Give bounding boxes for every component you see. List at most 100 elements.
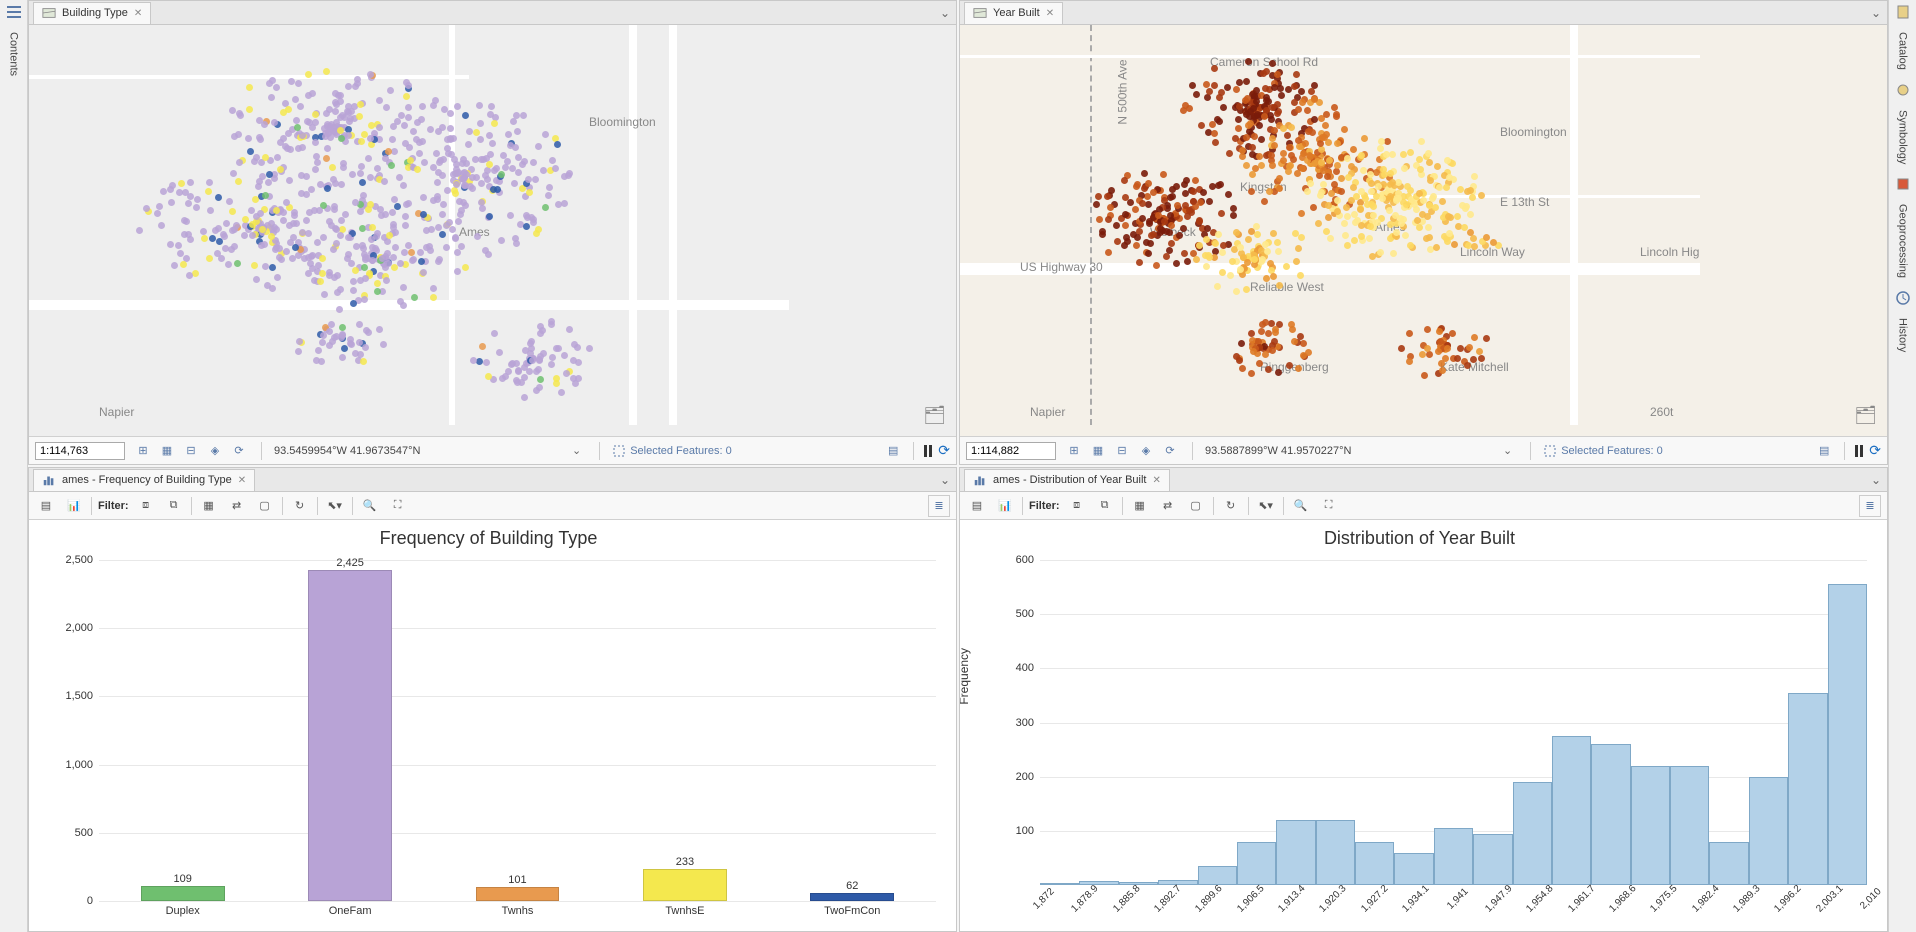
zoom-icon[interactable]: 🔍: [359, 495, 381, 517]
properties-icon[interactable]: ▤: [35, 495, 57, 517]
contents-panel[interactable]: Contents: [0, 0, 28, 932]
y-axis: 05001,0001,5002,0002,500: [49, 560, 97, 901]
geoprocessing-icon: [1895, 176, 1911, 192]
chevron-down-icon[interactable]: ⌄: [1871, 473, 1881, 487]
select-tool-icon[interactable]: ⬉▾: [324, 495, 346, 517]
map-icon: [973, 6, 987, 20]
close-icon[interactable]: ✕: [1152, 475, 1160, 486]
close-icon[interactable]: ✕: [1046, 8, 1054, 19]
x-axis: 1,8721,878.91,885.81,892.71,899.61,906.5…: [1040, 889, 1867, 929]
refresh-icon[interactable]: ⟳: [938, 442, 950, 459]
catalog-tab[interactable]: Catalog: [1893, 24, 1913, 78]
symbology-tab[interactable]: Symbology: [1893, 102, 1913, 172]
refresh-icon[interactable]: ⟳: [1869, 442, 1881, 459]
zoom-icon[interactable]: 🔍: [1290, 495, 1312, 517]
legend-icon[interactable]: ≣: [928, 495, 950, 517]
selection-icon: [612, 444, 626, 458]
clear-icon[interactable]: ▢: [1185, 495, 1207, 517]
constraint-icons: ⊞ ▦ ⊟ ◈ ⟳: [133, 441, 249, 461]
chevron-down-icon[interactable]: ⌄: [940, 473, 950, 487]
history-tab[interactable]: History: [1893, 310, 1913, 360]
close-icon[interactable]: ✕: [238, 475, 246, 486]
chevron-down-icon[interactable]: ⌄: [1871, 6, 1881, 20]
clear-icon[interactable]: ▢: [254, 495, 276, 517]
chart-toolbar: ▤ 📊 Filter: ⧈ ⧉ ▦ ⇄ ▢ ↻ ⬉▾ 🔍 ⛶ ≣: [29, 492, 956, 520]
filter-extent-icon[interactable]: ⧈: [1066, 495, 1088, 517]
table-icon[interactable]: ▦: [1129, 495, 1151, 517]
chart-title: Frequency of Building Type: [37, 528, 940, 549]
full-extent-icon[interactable]: ⛶: [387, 495, 409, 517]
constraint-icons: ⊞ ▦ ⊟ ◈ ⟳: [1064, 441, 1180, 461]
list-icon[interactable]: ▤: [1814, 441, 1834, 461]
tab-bar-chart[interactable]: ames - Frequency of Building Type ✕: [33, 469, 255, 491]
rotate-icon[interactable]: ↻: [289, 495, 311, 517]
grid-icon[interactable]: ⊞: [1064, 441, 1084, 461]
right-dock[interactable]: Catalog Symbology Geoprocessing History: [1888, 0, 1916, 932]
coordinates: 93.5459954°W 41.9673547°N: [274, 445, 420, 457]
swap-icon[interactable]: ⇄: [1157, 495, 1179, 517]
coord-menu-icon[interactable]: ⌄: [572, 444, 581, 457]
correction-icon[interactable]: ⊟: [181, 441, 201, 461]
tab-year-built[interactable]: Year Built ✕: [964, 2, 1063, 24]
grid-icon[interactable]: ⊞: [133, 441, 153, 461]
full-extent-icon[interactable]: ⛶: [1318, 495, 1340, 517]
filter-selection-icon[interactable]: ⧉: [1094, 495, 1116, 517]
x-axis: DuplexOneFamTwnhsTwnhsETwoFmCon: [99, 905, 936, 927]
chart-panel-building-type: ames - Frequency of Building Type ✕ ⌄ ▤ …: [28, 467, 957, 932]
swap-icon[interactable]: ⇄: [226, 495, 248, 517]
dynamic-icon[interactable]: ⟳: [1160, 441, 1180, 461]
map-view-left[interactable]: BloomingtonAmesNapier🗂: [29, 25, 956, 436]
table-icon[interactable]: ▦: [198, 495, 220, 517]
tab-strip: ames - Frequency of Building Type ✕ ⌄: [29, 468, 956, 492]
snap-icon[interactable]: ▦: [157, 441, 177, 461]
catalog-icon: [1895, 4, 1911, 20]
filter-selection-icon[interactable]: ⧉: [163, 495, 185, 517]
chart-type-icon[interactable]: 📊: [994, 495, 1016, 517]
pause-icon[interactable]: [924, 445, 932, 457]
close-icon[interactable]: ✕: [134, 8, 142, 19]
map-panel-year-built: Year Built ✕ ⌄ Cameron School RdBlooming…: [959, 0, 1888, 465]
tab-label: ames - Frequency of Building Type: [62, 474, 232, 486]
filter-label: Filter:: [98, 500, 129, 512]
selection-icon: [1543, 444, 1557, 458]
selected-features[interactable]: Selected Features: 0: [1543, 444, 1663, 458]
contents-tab[interactable]: Contents: [4, 24, 24, 84]
main-grid: Building Type ✕ ⌄ BloomingtonAmesNapier🗂…: [28, 0, 1888, 932]
coord-menu-icon[interactable]: ⌄: [1503, 444, 1512, 457]
filter-extent-icon[interactable]: ⧈: [135, 495, 157, 517]
coordinates: 93.5887899°W 41.9570227°N: [1205, 445, 1351, 457]
legend-icon[interactable]: ≣: [1859, 495, 1881, 517]
inference-icon[interactable]: ◈: [205, 441, 225, 461]
contents-icon: [6, 4, 22, 20]
pause-icon[interactable]: [1855, 445, 1863, 457]
dynamic-icon[interactable]: ⟳: [229, 441, 249, 461]
list-icon[interactable]: ▤: [883, 441, 903, 461]
symbology-icon: [1895, 82, 1911, 98]
chart-type-icon[interactable]: 📊: [63, 495, 85, 517]
chevron-down-icon[interactable]: ⌄: [940, 6, 950, 20]
y-axis: 100200300400500600: [990, 560, 1038, 885]
chart-toolbar: ▤ 📊 Filter: ⧈ ⧉ ▦ ⇄ ▢ ↻ ⬉▾ 🔍 ⛶ ≣: [960, 492, 1887, 520]
map-view-right[interactable]: Cameron School RdBloomingtonE 13th StLin…: [960, 25, 1887, 436]
select-tool-icon[interactable]: ⬉▾: [1255, 495, 1277, 517]
histogram-body[interactable]: Distribution of Year Built Frequency 100…: [960, 520, 1887, 931]
selected-features[interactable]: Selected Features: 0: [612, 444, 732, 458]
bar-chart-area: 1092,42510123362: [99, 560, 936, 901]
tab-strip: ames - Distribution of Year Built ✕ ⌄: [960, 468, 1887, 492]
tab-strip: Building Type ✕ ⌄: [29, 1, 956, 25]
bar-chart-icon: [973, 473, 987, 487]
geoprocessing-tab[interactable]: Geoprocessing: [1893, 196, 1913, 286]
tab-histogram[interactable]: ames - Distribution of Year Built ✕: [964, 469, 1170, 491]
scale-input[interactable]: [35, 442, 125, 460]
rotate-icon[interactable]: ↻: [1220, 495, 1242, 517]
bar-chart-body[interactable]: Frequency of Building Type 05001,0001,50…: [29, 520, 956, 931]
snap-icon[interactable]: ▦: [1088, 441, 1108, 461]
tab-label: Building Type: [62, 7, 128, 19]
scale-input[interactable]: [966, 442, 1056, 460]
inference-icon[interactable]: ◈: [1136, 441, 1156, 461]
tab-strip: Year Built ✕ ⌄: [960, 1, 1887, 25]
status-bar-right: ⊞ ▦ ⊟ ◈ ⟳ 93.5887899°W 41.9570227°N ⌄ Se…: [960, 436, 1887, 464]
properties-icon[interactable]: ▤: [966, 495, 988, 517]
correction-icon[interactable]: ⊟: [1112, 441, 1132, 461]
tab-building-type[interactable]: Building Type ✕: [33, 2, 151, 24]
